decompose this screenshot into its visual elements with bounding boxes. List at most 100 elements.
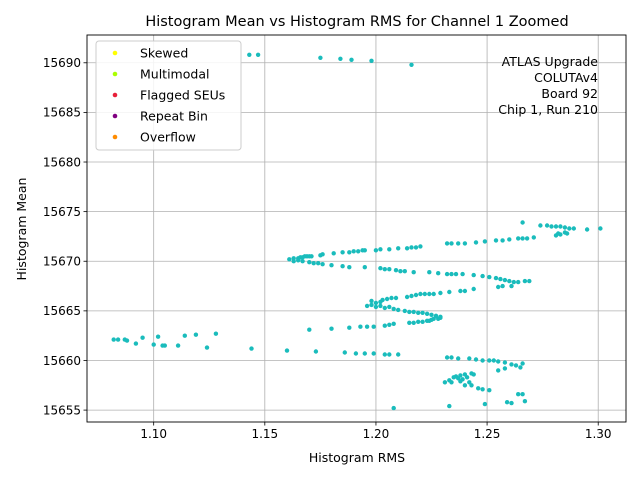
data-point	[331, 251, 336, 256]
data-point	[471, 272, 476, 278]
legend-label: Skewed	[140, 46, 188, 61]
x-tick-label: 1.15	[251, 427, 278, 441]
data-point	[311, 261, 316, 266]
data-point	[313, 349, 319, 354]
data-point	[402, 308, 407, 314]
data-point	[498, 276, 503, 282]
data-point	[456, 241, 461, 246]
y-tick-label: 15660	[43, 354, 81, 368]
data-point	[438, 290, 443, 296]
data-point	[391, 405, 396, 411]
y-tick-label: 15685	[43, 106, 81, 120]
annotation-line: COLUTAv4	[534, 70, 598, 85]
data-point	[520, 220, 525, 225]
data-point	[407, 320, 412, 325]
legend-marker	[112, 113, 118, 119]
data-point	[427, 270, 432, 275]
data-point	[364, 324, 370, 329]
data-point	[447, 289, 452, 295]
data-point	[351, 249, 356, 254]
data-point	[464, 375, 470, 380]
data-point	[493, 275, 499, 281]
data-point	[307, 327, 312, 332]
scatter-points	[111, 52, 603, 411]
data-point	[493, 238, 499, 243]
data-point	[531, 235, 536, 240]
data-point	[509, 400, 514, 406]
data-point	[291, 259, 296, 264]
data-point	[558, 232, 563, 237]
axes-frame	[86, 34, 627, 423]
data-point	[564, 231, 570, 236]
data-point	[384, 296, 390, 302]
x-tick-label: 1.10	[140, 427, 167, 441]
data-point	[438, 315, 443, 320]
data-point	[549, 224, 554, 229]
data-point	[349, 57, 354, 62]
legend-marker	[112, 92, 118, 98]
data-point	[449, 355, 454, 360]
data-point	[447, 403, 452, 409]
data-point	[329, 326, 334, 331]
data-point	[553, 224, 559, 229]
data-point	[444, 355, 450, 360]
data-point	[504, 400, 510, 405]
data-point	[316, 261, 321, 266]
data-point	[522, 399, 528, 404]
legend-marker	[112, 50, 118, 56]
data-point	[373, 300, 379, 306]
data-point	[562, 225, 568, 230]
data-point	[413, 292, 419, 298]
data-point	[424, 311, 430, 316]
data-point	[416, 310, 421, 315]
data-point	[527, 278, 532, 284]
data-point	[520, 361, 525, 366]
data-point	[473, 240, 479, 245]
data-point	[469, 383, 474, 388]
data-point	[482, 239, 488, 244]
data-point	[373, 304, 379, 310]
data-point	[398, 269, 403, 274]
data-point	[471, 286, 476, 292]
data-point	[378, 303, 383, 309]
legend: Skewed Multimodal Flagged SEUs Repeat Bin Ov…	[95, 40, 242, 151]
data-point	[431, 291, 436, 297]
data-point	[449, 271, 454, 277]
data-point	[500, 238, 505, 243]
data-point	[411, 270, 416, 275]
data-point	[389, 295, 394, 301]
data-point	[247, 52, 252, 57]
data-point	[516, 236, 521, 241]
data-point	[516, 392, 521, 397]
data-point	[340, 250, 345, 255]
data-point	[124, 338, 130, 343]
data-point	[307, 260, 312, 265]
data-point	[387, 352, 392, 357]
data-point	[318, 55, 323, 60]
data-point	[255, 52, 261, 57]
data-point	[182, 333, 187, 338]
data-point	[320, 262, 325, 267]
data-point	[509, 362, 514, 367]
data-point	[393, 268, 399, 273]
data-point	[364, 303, 370, 309]
data-point	[358, 324, 363, 329]
data-point	[115, 337, 121, 342]
data-point	[558, 224, 563, 229]
data-point	[500, 283, 505, 289]
data-point	[213, 331, 219, 336]
y-tick-label: 15690	[43, 56, 81, 70]
data-point	[460, 271, 465, 277]
data-point	[411, 320, 416, 325]
data-point	[111, 337, 116, 342]
legend-marker	[112, 134, 118, 140]
legend-label: Multimodal	[140, 67, 209, 82]
data-point	[420, 310, 425, 315]
data-point	[378, 247, 383, 252]
data-point	[402, 269, 407, 274]
data-point	[513, 363, 519, 368]
data-point	[538, 223, 543, 228]
data-point	[473, 357, 479, 362]
data-point	[458, 288, 463, 294]
data-point	[516, 279, 521, 285]
